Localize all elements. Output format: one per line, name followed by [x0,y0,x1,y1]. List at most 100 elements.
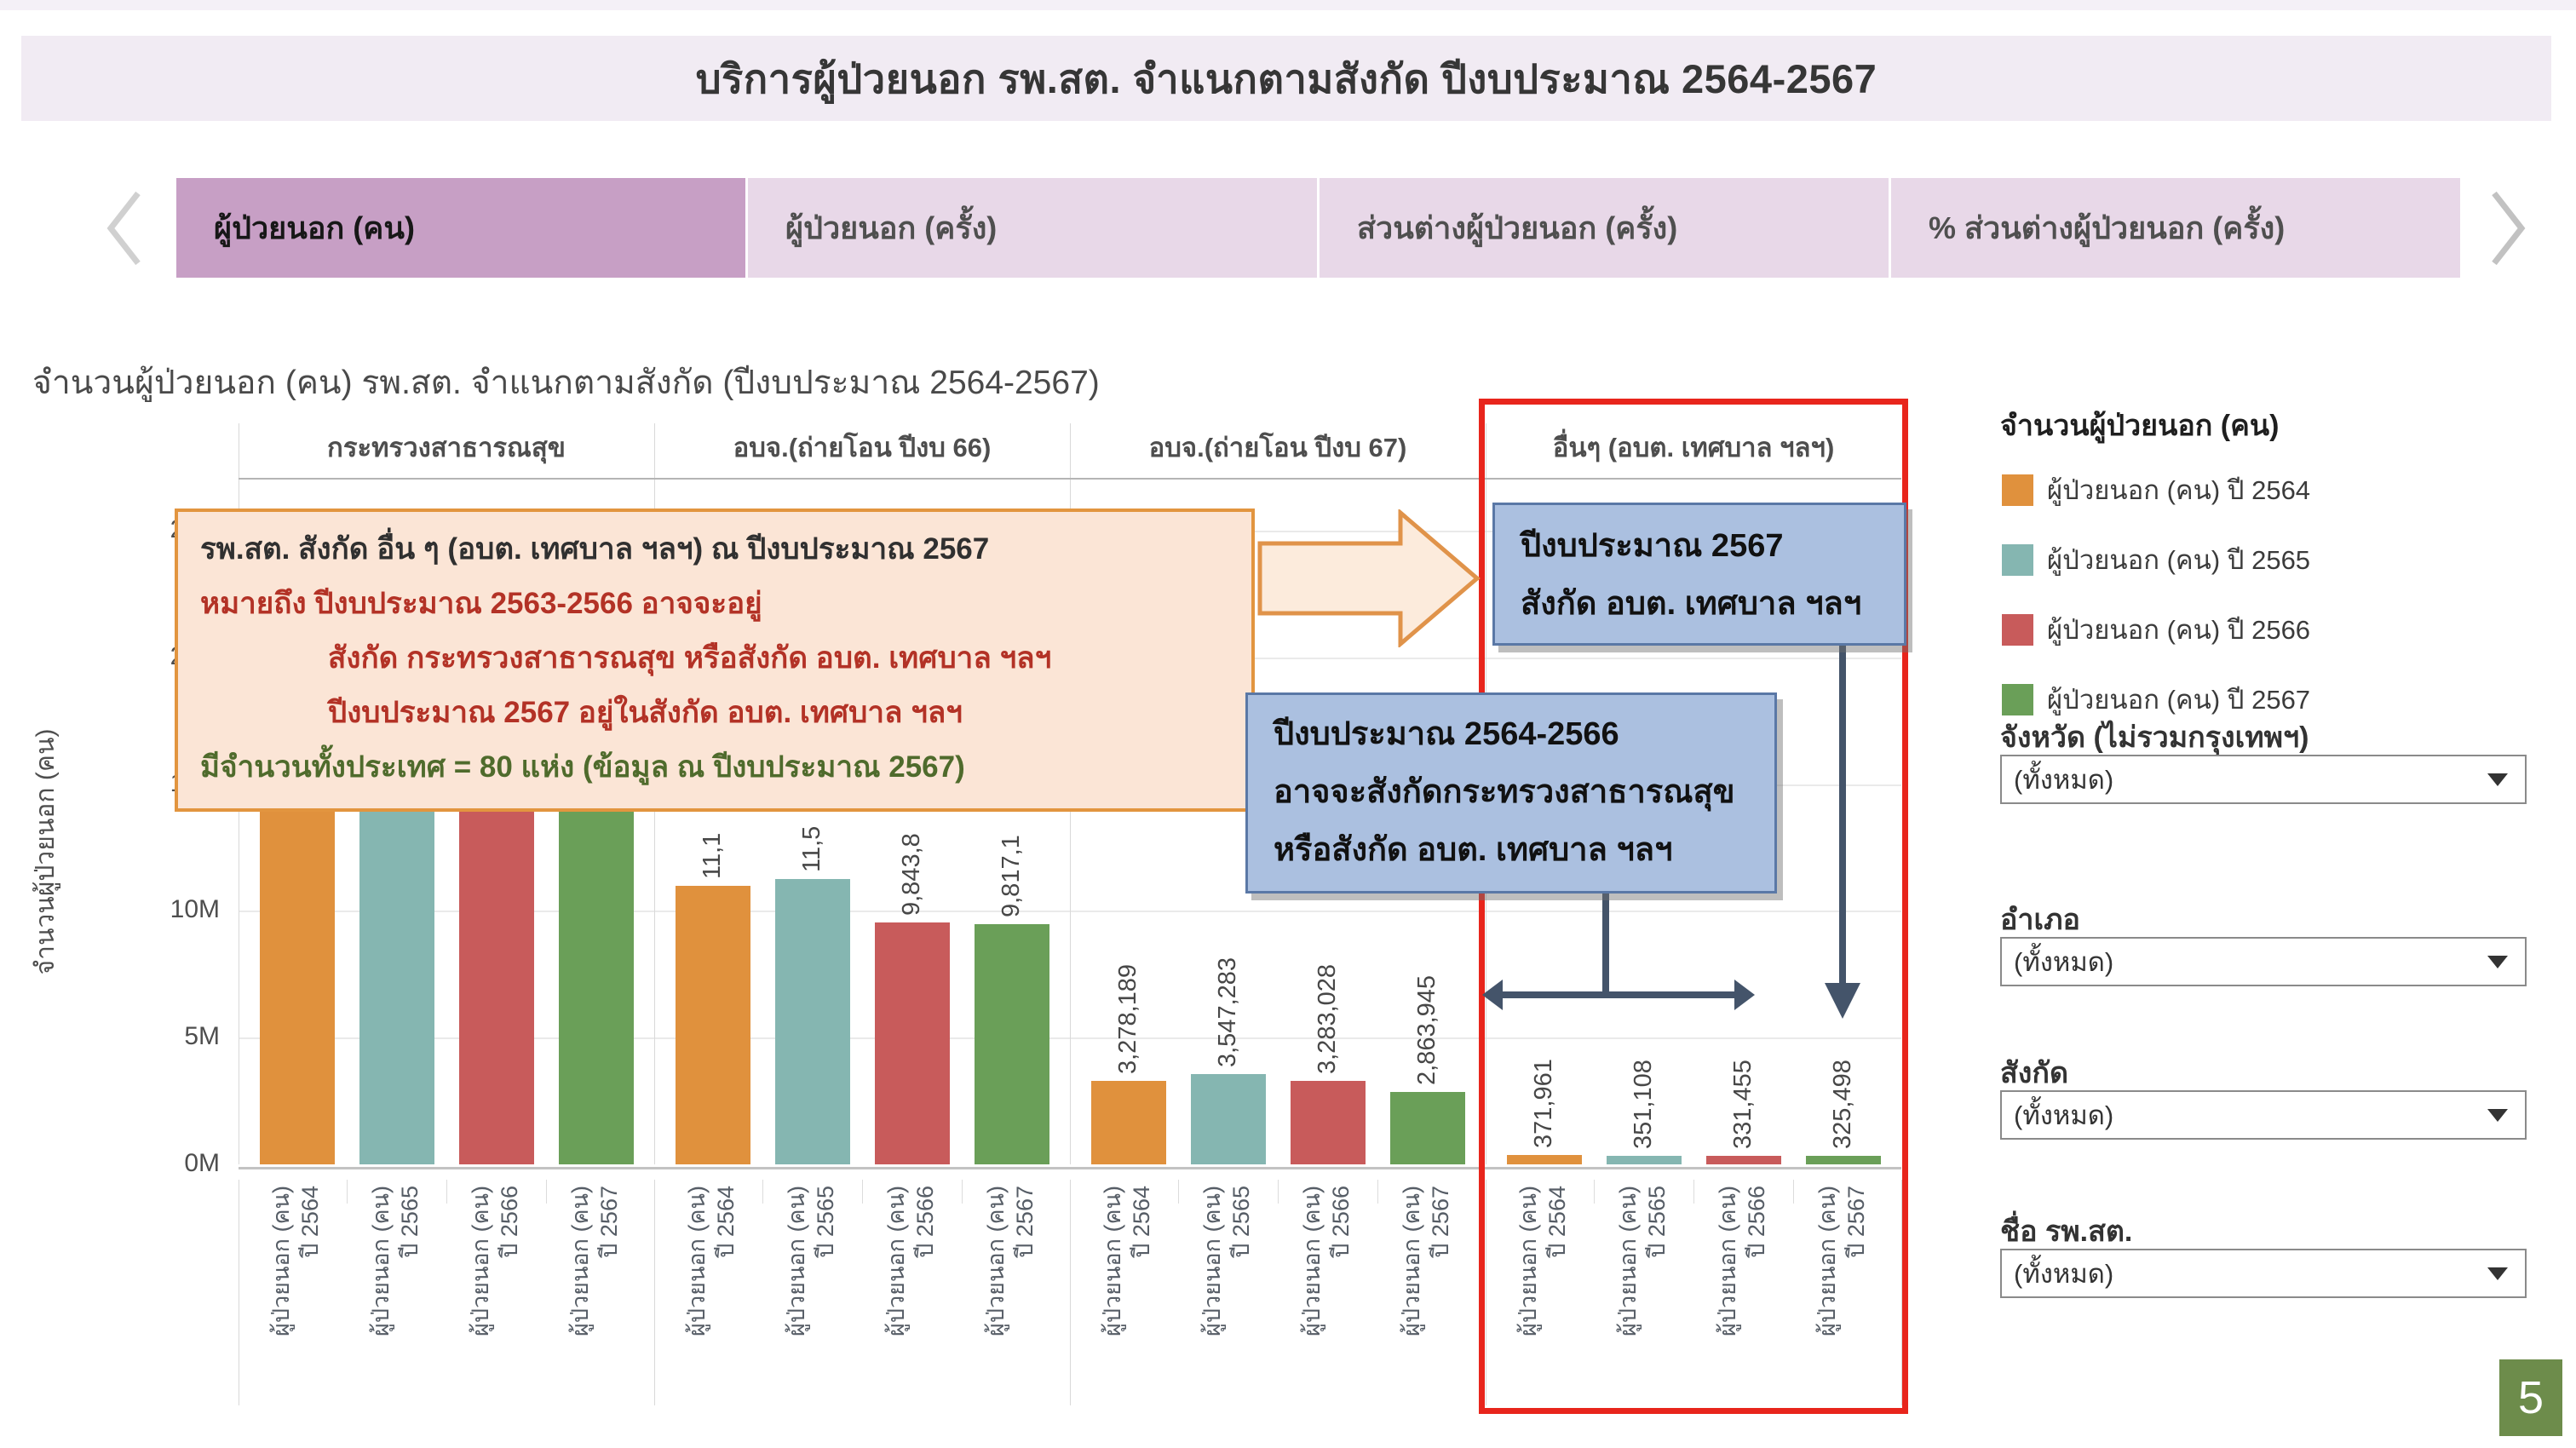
legend-label: ผู้ป่วยนอก (คน) ปี 2567 [2047,685,2311,715]
bar-value-label: 3,547,283 [1214,957,1241,1067]
bar[interactable] [975,924,1049,1164]
x-tick [1178,1180,1179,1204]
bar[interactable] [1191,1074,1266,1164]
bar[interactable] [875,922,950,1164]
filter-label-hospital-name: ชื่อ รพ.สต. [2000,1215,2133,1248]
legend-item-2567[interactable]: ผู้ป่วยนอก (คน) ปี 2567 [2002,678,2310,721]
bar[interactable] [1291,1081,1366,1164]
note-line: หมายถึง ปีงบประมาณ 2563-2566 อาจจะอยู่ [200,587,762,620]
dashboard-title-bar: บริการผู้ป่วยนอก รพ.สต. จำแนกตามสังกัด ป… [21,36,2551,121]
x-label-wrap: ผู้ป่วยนอก (คน) ปี 2564 [1098,1186,1159,1409]
top-edge-strip [0,0,2576,10]
dropdown-value: (ทั้งหมด) [2014,1259,2114,1289]
legend-swatch-icon [2002,543,2033,576]
arrow-left-right-icon [1482,888,1755,1010]
callout-line: อาจจะสังกัดกระทรวงสาธารณสุข [1274,774,1735,810]
x-axis-label: ผู้ป่วยนอก (คน) ปี 2565 [368,1186,423,1336]
page-number: 5 [2517,1372,2544,1423]
x-label-wrap: ผู้ป่วยนอก (คน) ปี 2567 [566,1186,627,1409]
y-axis-title-wrap: จำนวนผู้ป่วยนอก (คน) [26,656,65,1048]
caret-down-icon [2487,955,2508,968]
column-header: อบจ.(ถ่ายโอน ปีงบ 66) [733,433,992,463]
x-axis-label: ผู้ป่วยนอก (คน) ปี 2566 [883,1186,938,1336]
tab-label: ผู้ป่วยนอก (คน) [214,210,415,245]
filter-dropdown-district[interactable]: (ทั้งหมด) [2000,937,2527,986]
bar[interactable] [1806,1156,1881,1164]
column-header: กระทรวงสาธารณสุข [327,433,566,463]
chevron-right-icon[interactable] [2484,188,2532,268]
bar[interactable] [1390,1092,1465,1164]
legend-item-2566[interactable]: ผู้ป่วยนอก (คน) ปี 2566 [2002,608,2310,651]
bar-value-label-wrap: 2,863,945 [1413,906,1442,1085]
label-area-boundary [654,1180,655,1405]
x-label-wrap: ผู้ป่วยนอก (คน) ปี 2565 [1198,1186,1259,1409]
y-tick-label: 10M [170,895,220,923]
bar[interactable] [1507,1155,1582,1164]
bar-value-label: 3,278,189 [1114,963,1141,1074]
x-tick [1793,1180,1794,1204]
x-tick [347,1180,348,1204]
y-tick-label: 0M [184,1149,220,1177]
bar[interactable] [775,879,850,1164]
x-tick [762,1180,763,1204]
tab-label: % ส่วนต่างผู้ป่วยนอก (ครั้ง) [1929,210,2286,245]
legend-swatch-icon [2002,613,2033,646]
legend-label: ผู้ป่วยนอก (คน) ปี 2566 [2047,615,2311,645]
tab-2[interactable]: ผู้ป่วยนอก (ครั้ง) [748,178,1317,278]
x-axis-label: ผู้ป่วยนอก (คน) ปี 2565 [784,1186,838,1336]
filter-dropdown-province[interactable]: (ทั้งหมด) [2000,755,2527,804]
page-number-badge: 5 [2499,1359,2562,1436]
filter-dropdown-hospital-name[interactable]: (ทั้งหมด) [2000,1249,2527,1298]
x-axis-label: ผู้ป่วยนอก (คน) ปี 2564 [268,1186,323,1336]
x-label-wrap: ผู้ป่วยนอก (คน) ปี 2567 [981,1186,1043,1409]
callout-line: ปีงบประมาณ 2567 [1521,528,1784,564]
x-axis-label: ผู้ป่วยนอก (คน) ปี 2567 [983,1186,1038,1336]
bar[interactable] [1607,1156,1682,1164]
bar-value-label: 3,283,028 [1314,963,1341,1074]
legend-swatch-icon [2002,683,2033,715]
bar[interactable] [1091,1081,1166,1164]
tab-3[interactable]: ส่วนต่างผู้ป่วยนอก (ครั้ง) [1320,178,1889,278]
x-label-wrap: ผู้ป่วยนอก (คน) ปี 2566 [466,1186,527,1409]
tab-4[interactable]: % ส่วนต่างผู้ป่วยนอก (ครั้ง) [1891,178,2460,278]
legend-item-2564[interactable]: ผู้ป่วยนอก (คน) ปี 2564 [2002,468,2310,511]
label-area-boundary [1070,1180,1071,1405]
page-title: บริการผู้ป่วยนอก รพ.สต. จำแนกตามสังกัด ป… [695,55,1877,101]
bar-value-label: 2,863,945 [1413,974,1440,1085]
filter-label-district: อำเภอ [2000,904,2080,936]
chevron-left-icon[interactable] [101,188,148,268]
x-tick [962,1180,963,1204]
caret-down-icon [2487,1267,2508,1280]
annotation-note-box: รพ.สต. สังกัด อื่น ๆ (อบต. เทศบาล ฯลฯ) ณ… [175,509,1255,812]
highlight-rectangle [1479,399,1908,1414]
note-line: สังกัด กระทรวงสาธารณสุข หรือสังกัด อบต. … [328,641,1052,675]
filter-label-province: จังหวัด (ไม่รวมกรุงเทพฯ) [2000,721,2309,754]
dropdown-value: (ทั้งหมด) [2014,1100,2114,1130]
legend-item-2565[interactable]: ผู้ป่วยนอก (คน) ปี 2565 [2002,538,2310,581]
x-axis-label: ผู้ป่วยนอก (คน) ปี 2566 [1299,1186,1354,1336]
x-tick [862,1180,863,1204]
x-axis-line [239,1167,1901,1169]
x-axis-label: ผู้ป่วยนอก (คน) ปี 2567 [1399,1186,1453,1336]
x-tick [446,1180,447,1204]
y-axis-title: จำนวนผู้ป่วยนอก (คน) [32,728,60,975]
callout-line: สังกัด อบต. เทศบาล ฯลฯ [1521,586,1862,622]
column-header: อบจ.(ถ่ายโอน ปีงบ 67) [1148,433,1407,463]
block-arrow-right-icon [1257,509,1481,647]
x-label-wrap: ผู้ป่วยนอก (คน) ปี 2564 [682,1186,744,1409]
callout-box-2567: ปีงบประมาณ 2567 สังกัด อบต. เทศบาล ฯลฯ [1492,503,1906,646]
note-line: มีจำนวนทั้งประเทศ = 80 แห่ง (ข้อมูล ณ ปี… [200,750,965,784]
x-tick [546,1180,547,1204]
bar[interactable] [1706,1156,1781,1164]
x-tick [1278,1180,1279,1204]
chart-title: จำนวนผู้ป่วยนอก (คน) รพ.สต. จำแนกตามสังก… [32,365,1100,401]
x-label-wrap: ผู้ป่วยนอก (คน) ปี 2566 [882,1186,943,1409]
legend-label: ผู้ป่วยนอก (คน) ปี 2565 [2047,545,2311,575]
filter-dropdown-affiliation[interactable]: (ทั้งหมด) [2000,1090,2527,1140]
legend-swatch-icon [2002,474,2033,506]
x-tick [1594,1180,1595,1204]
bar[interactable] [676,886,750,1164]
tab-1[interactable]: ผู้ป่วยนอก (คน) [176,178,745,278]
callout-line: หรือสังกัด อบต. เทศบาล ฯลฯ [1274,832,1673,868]
x-axis-label: ผู้ป่วยนอก (คน) ปี 2565 [1199,1186,1254,1336]
